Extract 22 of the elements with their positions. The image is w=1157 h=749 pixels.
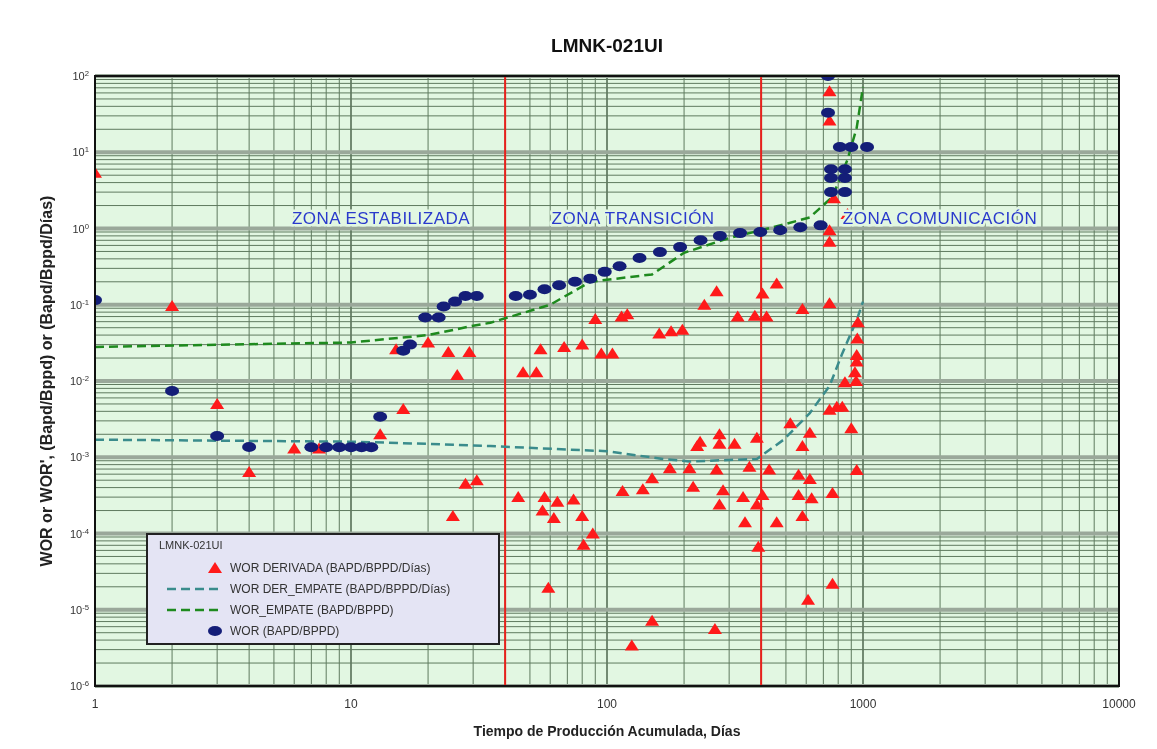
legend-label: WOR DER_EMPATE (BAPD/BPPD/Días)	[230, 582, 451, 596]
legend-label: WOR (BAPD/BPPD)	[230, 624, 340, 638]
y-tick-label: 10$^{-4}$	[69, 526, 90, 540]
x-tick-label: 10000	[1102, 697, 1137, 711]
legend-title: LMNK-021UI	[159, 539, 223, 551]
legend-label: WOR_EMPATE (BAPD/BPPD)	[230, 603, 394, 617]
x-axis-title: Tiempo de Producción Acumulada, Días	[473, 723, 741, 739]
y-tick-label: 10$^{-2}$	[69, 373, 89, 387]
x-tick-label: 1	[91, 697, 99, 711]
y-tick-label: 10$^{0}$	[72, 221, 89, 235]
x-tick-label: 100	[596, 697, 618, 711]
x-tick-label: 1000	[849, 697, 877, 711]
y-tick-label: 10$^{1}$	[72, 144, 89, 159]
y-axis-title: WOR or WOR', (Bapd/Bppd) or (Bapd/Bppd/Días)	[38, 195, 55, 567]
y-tick-label: 10$^{-6}$	[69, 678, 89, 692]
y-tick-label: 10$^{-5}$	[69, 602, 89, 616]
legend-label: WOR DERIVADA (BAPD/BPPD/Días)	[230, 561, 431, 575]
y-tick-label: 10$^{-3}$	[69, 449, 89, 464]
y-tick-label: 10$^{2}$	[72, 68, 89, 82]
chart-title: LMNK-021UI	[551, 35, 663, 56]
y-tick-label: 10$^{-1}$	[69, 297, 89, 311]
x-tick-label: 10	[344, 697, 358, 711]
